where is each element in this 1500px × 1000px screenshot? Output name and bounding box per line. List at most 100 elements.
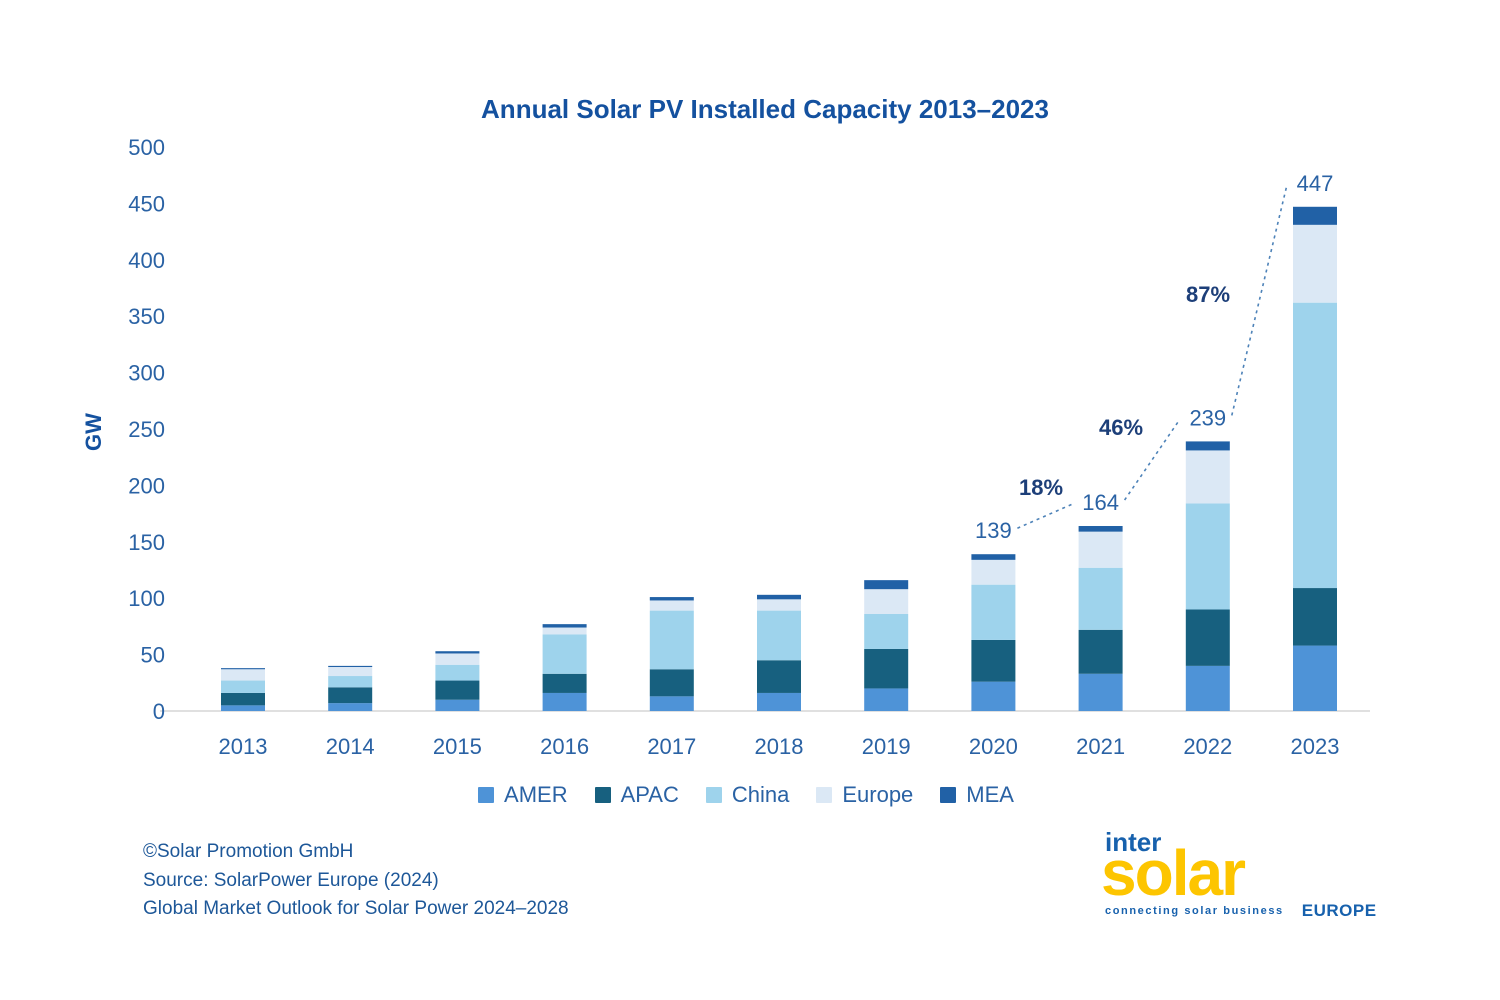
bar-segment-2017-europe	[649, 600, 694, 611]
growth-label-2023: 87%	[1186, 282, 1230, 307]
y-tick-label-100: 100	[128, 586, 165, 611]
legend-label-apac: APAC	[620, 782, 679, 807]
legend-label-europe: Europe	[842, 782, 914, 807]
bar-segment-2021-mea	[1078, 526, 1123, 532]
y-tick-label-450: 450	[128, 191, 165, 216]
bar-segment-2021-amer	[1078, 673, 1123, 711]
legend-swatch-china	[705, 787, 722, 803]
bar-segment-2014-china	[328, 676, 373, 688]
bar-segment-2014-apac	[328, 687, 373, 704]
logo-solar-text: solar	[1101, 837, 1246, 909]
bar-segment-2023-amer	[1293, 645, 1337, 711]
bar-segment-2018-europe	[757, 599, 801, 611]
y-tick-label-200: 200	[128, 473, 165, 498]
bar-segment-2021-apac	[1078, 629, 1123, 674]
y-tick-label-250: 250	[128, 417, 165, 442]
legend-label-amer: AMER	[504, 782, 568, 807]
bar-segment-2020-china	[971, 584, 1016, 640]
legend-swatch-mea	[940, 787, 957, 803]
bar-segment-2019-apac	[864, 648, 909, 689]
x-tick-label-2016: 2016	[540, 734, 589, 759]
logo-tagline: connecting solar business	[1105, 905, 1284, 917]
x-tick-label-2023: 2023	[1291, 734, 1340, 759]
footer-source: Source: SolarPower Europe (2024)	[143, 869, 439, 891]
bar-segment-2018-mea	[757, 594, 801, 600]
bar-segment-2014-mea	[328, 665, 373, 668]
bar-segment-2015-apac	[435, 680, 480, 700]
bar-segment-2022-apac	[1185, 609, 1230, 666]
legend-swatch-amer	[478, 787, 495, 803]
total-label-2023: 447	[1297, 171, 1334, 196]
chart-legend: AMER APAC China Europe MEA	[141, 782, 1351, 808]
bar-segment-2019-europe	[864, 589, 909, 614]
bar-segment-2023-mea	[1293, 206, 1337, 225]
bar-segment-2013-apac	[221, 692, 265, 706]
legend-label-china: China	[731, 782, 790, 807]
legend-swatch-apac	[594, 787, 611, 803]
bar-segment-2022-mea	[1185, 441, 1230, 451]
bar-segment-2020-amer	[971, 681, 1016, 711]
growth-label-2022: 46%	[1099, 415, 1143, 440]
bar-segment-2016-apac	[542, 673, 587, 693]
bar-segment-2020-mea	[971, 554, 1016, 560]
logo-inter-text: inter	[1105, 827, 1162, 857]
bar-segment-2020-apac	[971, 639, 1016, 682]
bar-segment-2015-china	[435, 664, 480, 681]
y-tick-label-50: 50	[141, 643, 165, 668]
bar-segment-2022-amer	[1185, 665, 1230, 711]
total-label-2021: 164	[1082, 490, 1119, 515]
bar-segment-2017-mea	[649, 597, 694, 601]
bar-segment-2022-china	[1185, 503, 1230, 610]
bar-segment-2020-europe	[971, 559, 1016, 585]
y-tick-label-150: 150	[128, 530, 165, 555]
bar-segment-2023-china	[1293, 302, 1337, 589]
bar-segment-2019-amer	[864, 688, 909, 711]
bar-segment-2018-apac	[757, 660, 801, 693]
growth-connector-2020-2021	[1017, 503, 1073, 529]
bar-segment-2015-amer	[435, 699, 480, 711]
bar-segment-2016-mea	[542, 624, 587, 628]
intersolar-logo: inter solar connecting solar business EU…	[1101, 827, 1376, 921]
x-tick-label-2014: 2014	[326, 734, 375, 759]
y-tick-label-350: 350	[128, 304, 165, 329]
x-tick-label-2022: 2022	[1183, 734, 1232, 759]
y-tick-label-300: 300	[128, 361, 165, 386]
bar-segment-2013-china	[221, 680, 265, 693]
bar-segment-2013-amer	[221, 705, 265, 711]
bar-segment-2017-china	[649, 610, 694, 670]
footer-report-title: Global Market Outlook for Solar Power 20…	[143, 898, 569, 920]
chart-title: Annual Solar PV Installed Capacity 2013–…	[481, 94, 1049, 124]
growth-connector-2021-2022	[1123, 418, 1181, 501]
bar-segment-2016-china	[542, 634, 587, 674]
legend-item-europe: Europe	[816, 782, 913, 808]
logo-tagline-row: connecting solar business EUROPE	[1105, 901, 1376, 921]
bar-segment-2014-amer	[328, 703, 373, 711]
x-tick-label-2013: 2013	[219, 734, 268, 759]
legend-item-china: China	[705, 782, 790, 808]
growth-label-2021: 18%	[1019, 475, 1063, 500]
bar-segment-2014-europe	[328, 667, 373, 677]
legend-item-apac: APAC	[594, 782, 679, 808]
x-tick-label-2021: 2021	[1076, 734, 1125, 759]
bar-segment-2019-mea	[864, 580, 909, 590]
total-label-2022: 239	[1189, 405, 1226, 430]
x-tick-label-2017: 2017	[647, 734, 696, 759]
legend-item-amer: AMER	[478, 782, 568, 808]
footer-copyright: ©Solar Promotion GmbH	[143, 841, 354, 862]
bar-segment-2021-europe	[1078, 531, 1123, 568]
y-tick-label-0: 0	[153, 699, 165, 724]
y-tick-label-400: 400	[128, 248, 165, 273]
bar-segment-2013-mea	[221, 668, 265, 670]
legend-item-mea: MEA	[940, 782, 1014, 808]
bar-segment-2018-china	[757, 610, 801, 661]
bar-segment-2015-europe	[435, 653, 480, 665]
bar-segment-2018-amer	[757, 692, 801, 711]
legend-label-mea: MEA	[966, 782, 1014, 807]
legend-swatch-europe	[816, 787, 833, 803]
bar-segment-2016-europe	[542, 627, 587, 635]
bar-segment-2022-europe	[1185, 450, 1230, 504]
x-tick-label-2019: 2019	[862, 734, 911, 759]
bar-segment-2023-apac	[1293, 588, 1337, 646]
bar-segment-2023-europe	[1293, 224, 1337, 303]
